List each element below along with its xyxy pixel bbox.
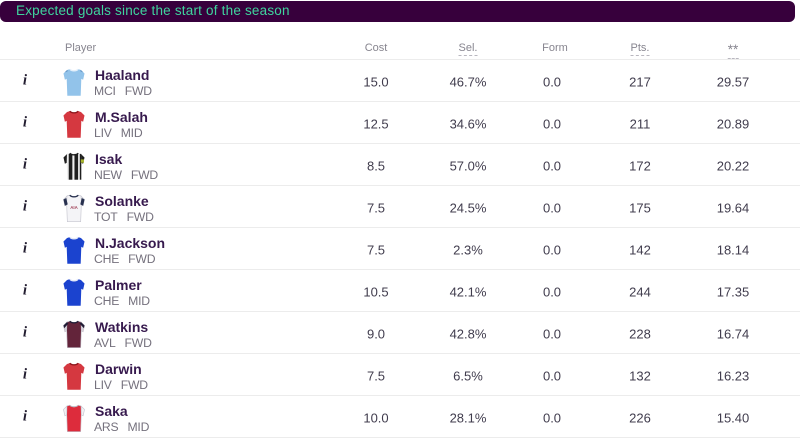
svg-text:AIA: AIA	[70, 205, 78, 210]
